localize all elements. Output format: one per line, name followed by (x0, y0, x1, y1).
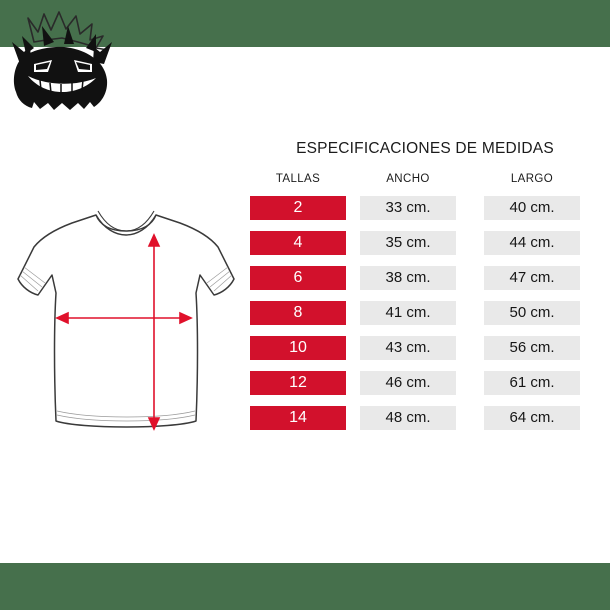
ancho-value: 46 cm. (360, 371, 456, 395)
ancho-value: 38 cm. (360, 266, 456, 290)
ancho-value: 41 cm. (360, 301, 456, 325)
tshirt-measurement-diagram (17, 210, 235, 431)
column-header-tallas: TALLAS (275, 173, 321, 185)
largo-value: 47 cm. (484, 266, 580, 290)
largo-value: 40 cm. (484, 196, 580, 220)
size-badge: 14 (250, 406, 346, 430)
largo-value: 50 cm. (484, 301, 580, 325)
size-badge: 2 (250, 196, 346, 220)
size-badge: 8 (250, 301, 346, 325)
ancho-value: 43 cm. (360, 336, 456, 360)
size-badge: 6 (250, 266, 346, 290)
ancho-value: 35 cm. (360, 231, 456, 255)
measurement-spec-table: ESPECIFICACIONES DE MEDIDAS TALLAS ANCHO… (250, 140, 590, 430)
table-row: 6 38 cm. 47 cm. (250, 266, 590, 290)
column-header-largo: LARGO (510, 173, 554, 185)
size-badge: 12 (250, 371, 346, 395)
table-header-row: TALLAS ANCHO LARGO (250, 173, 590, 185)
table-row: 4 35 cm. 44 cm. (250, 231, 590, 255)
size-badge: 4 (250, 231, 346, 255)
table-row: 8 41 cm. 50 cm. (250, 301, 590, 325)
ancho-value: 48 cm. (360, 406, 456, 430)
table-row: 14 48 cm. 64 cm. (250, 406, 590, 430)
table-row: 2 33 cm. 40 cm. (250, 196, 590, 220)
largo-value: 44 cm. (484, 231, 580, 255)
size-badge: 10 (250, 336, 346, 360)
ancho-value: 33 cm. (360, 196, 456, 220)
largo-value: 56 cm. (484, 336, 580, 360)
largo-value: 64 cm. (484, 406, 580, 430)
largo-value: 61 cm. (484, 371, 580, 395)
column-header-ancho: ANCHO (386, 173, 430, 185)
gengar-silhouette-logo (12, 11, 112, 110)
page-title: ESPECIFICACIONES DE MEDIDAS (296, 140, 554, 157)
table-row: 12 46 cm. 61 cm. (250, 371, 590, 395)
table-row: 10 43 cm. 56 cm. (250, 336, 590, 360)
